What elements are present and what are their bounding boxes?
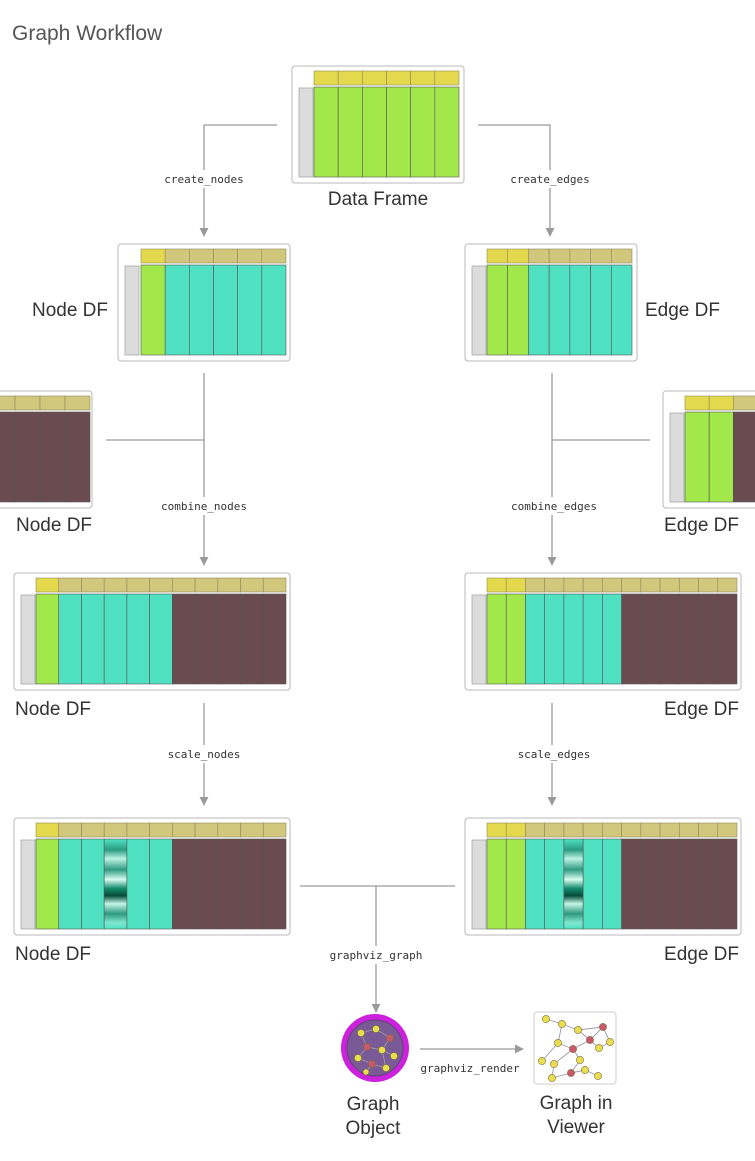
label-node-df-extra: Node DF [16,515,92,536]
label-node-df-3: Node DF [15,944,91,965]
label-edge-df-3: Edge DF [664,944,739,965]
dataframe-data-frame [291,65,465,184]
label-data-frame: Data Frame [328,189,428,210]
fn-graphviz-graph: graphviz_graph [330,949,423,962]
fn-combine-edges: combine_edges [511,500,597,513]
connector-lines [106,124,650,1054]
fn-scale-edges: scale_edges [518,748,591,761]
fn-create-edges: create_edges [510,173,589,186]
dataframe-node-df-1 [117,243,291,362]
dataframe-edge-df-extra [662,390,755,509]
page-title: Graph Workflow [12,22,163,45]
index-column [124,265,140,356]
graph-object-icon [341,1014,409,1082]
index-column [471,594,487,685]
index-column [471,839,487,930]
label-edge-df-extra: Edge DF [664,515,739,536]
index-column [298,87,314,178]
graph-viewer-icon [533,1011,617,1085]
function-labels: create_nodes create_edges combine_nodes … [150,170,608,1077]
graph-object-label-1: Graph [347,1094,400,1115]
graph-viewer-label-1: Graph in [540,1093,613,1114]
dataframe-edge-df-1 [464,243,638,362]
label-edge-df-1: Edge DF [645,300,720,321]
dataframe-node-df-2 [13,572,291,691]
fn-scale-nodes: scale_nodes [168,748,241,761]
connector-create-nodes [199,124,277,237]
index-column [20,594,36,685]
connector-create-edges [478,124,555,237]
fn-combine-nodes: combine_nodes [161,500,247,513]
graph-object-label-2: Object [346,1118,402,1139]
label-node-df-1: Node DF [32,300,108,321]
index-column [20,839,36,930]
index-column [669,412,685,503]
dataframe-edge-df-3 [464,817,742,936]
fn-create-nodes: create_nodes [164,173,243,186]
dataframe-node-df-3 [13,817,291,936]
index-column [471,265,487,356]
table-labels: Data Frame Node DF Edge DF Node DF Edge … [15,189,739,965]
fn-graphviz-render: graphviz_render [420,1062,520,1075]
dataframe-node-df-extra [0,390,93,509]
dataframe-icons [0,65,755,936]
label-edge-df-2: Edge DF [664,699,739,720]
dataframe-edge-df-2 [464,572,742,691]
label-node-df-2: Node DF [15,699,91,720]
graph-viewer-label-2: Viewer [547,1117,605,1138]
